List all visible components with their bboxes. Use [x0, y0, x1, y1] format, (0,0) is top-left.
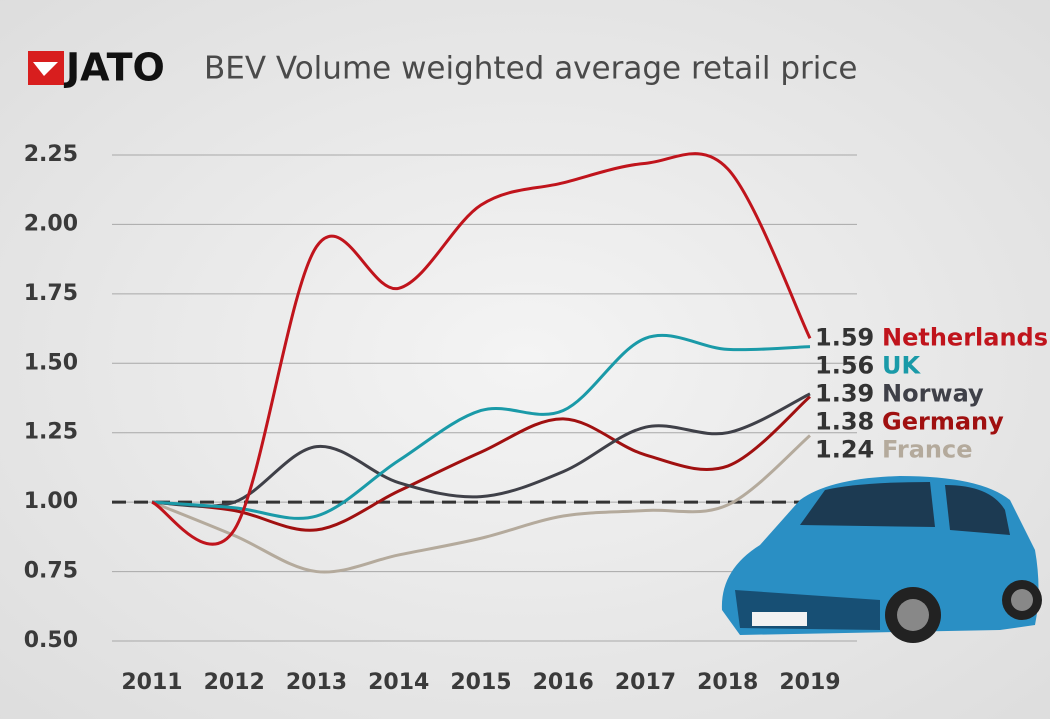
- legend-label: UK: [882, 351, 921, 379]
- y-tick-label: 0.50: [24, 628, 78, 653]
- x-tick-label: 2011: [121, 670, 182, 695]
- legend-label: Netherlands: [882, 323, 1048, 351]
- end-value-label: 1.24: [815, 435, 874, 463]
- chart-title: BEV Volume weighted average retail price: [204, 51, 857, 87]
- legend-label: Germany: [882, 407, 1004, 435]
- x-tick-label: 2018: [697, 670, 758, 695]
- x-tick-label: 2014: [368, 670, 429, 695]
- y-tick-label: 1.75: [24, 281, 78, 306]
- x-tick-label: 2012: [204, 670, 265, 695]
- end-value-label: 1.39: [815, 379, 874, 407]
- x-tick-label: 2017: [615, 670, 676, 695]
- y-tick-label: 2.00: [24, 211, 78, 236]
- y-tick-label: 1.00: [24, 489, 78, 514]
- end-value-label: 1.38: [815, 407, 874, 435]
- logo-text: JATO: [63, 46, 165, 90]
- end-value-label: 1.59: [815, 323, 874, 351]
- x-tick-label: 2015: [450, 670, 511, 695]
- y-tick-label: 1.25: [24, 420, 78, 445]
- logo: JATO: [28, 46, 165, 90]
- logo-arrow: [33, 62, 58, 76]
- line-series: [151, 392, 811, 508]
- x-tick-label: 2016: [533, 670, 594, 695]
- line-series: [151, 434, 811, 574]
- line-series: [151, 152, 812, 546]
- legend-label: France: [882, 435, 972, 463]
- y-tick-label: 0.75: [24, 559, 78, 584]
- car-illustration: [721, 476, 1042, 643]
- y-tick-label: 2.25: [24, 142, 78, 167]
- legend-label: Norway: [882, 379, 984, 407]
- line-series: [151, 333, 811, 520]
- x-tick-label: 2019: [779, 670, 840, 695]
- end-value-label: 1.56: [815, 351, 874, 379]
- y-tick-label: 1.50: [24, 350, 78, 375]
- x-tick-label: 2013: [286, 670, 347, 695]
- line-series: [151, 395, 811, 532]
